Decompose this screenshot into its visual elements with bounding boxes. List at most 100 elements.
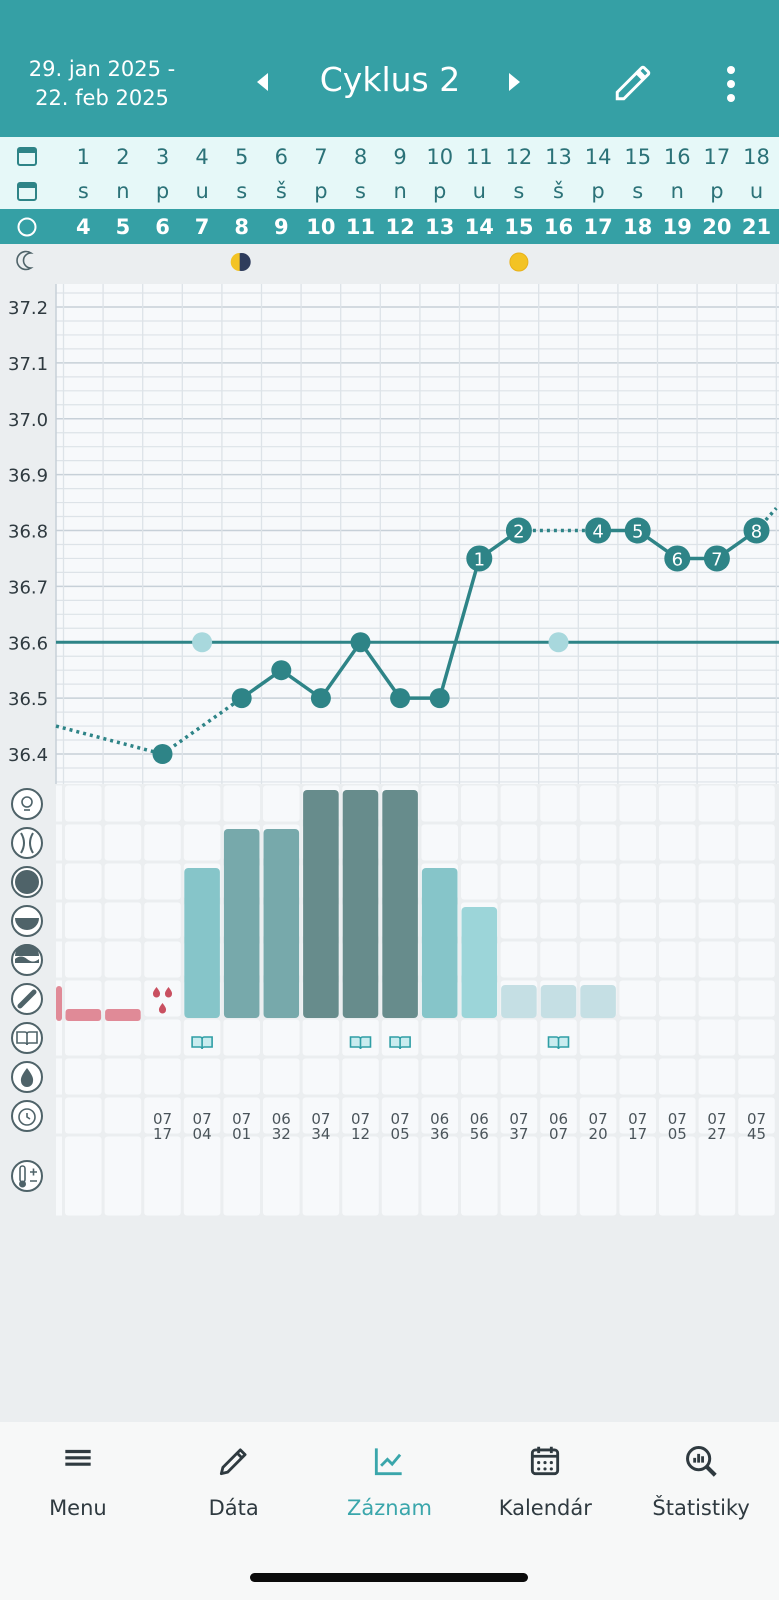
nav-stats[interactable]: Štatistiky (623, 1422, 779, 1532)
nav-record[interactable]: Záznam (312, 1422, 468, 1532)
symptom-cell[interactable] (144, 785, 181, 822)
temp-point-numbered[interactable] (664, 545, 691, 572)
temp-point-numbered[interactable] (624, 517, 651, 544)
symptom-cell[interactable] (619, 1097, 656, 1134)
symptom-cell[interactable] (144, 824, 181, 861)
temp-point[interactable] (152, 744, 173, 764)
mucus-level-bar[interactable] (540, 985, 577, 1018)
symptom-cell[interactable] (500, 941, 538, 978)
symptom-cell[interactable] (183, 1058, 221, 1095)
symptom-cell[interactable] (540, 785, 577, 822)
symptom-cell[interactable] (659, 1019, 696, 1056)
spotting-drop-icon[interactable] (152, 987, 161, 998)
symptom-cell[interactable] (579, 824, 617, 861)
symptom-cell[interactable] (104, 941, 142, 978)
symptom-cell[interactable] (698, 1019, 736, 1056)
symptom-cell[interactable] (302, 1097, 340, 1134)
spotting-drop-icon[interactable] (158, 1003, 167, 1014)
symptom-cell[interactable] (619, 1058, 656, 1095)
symptom-cell[interactable] (104, 902, 142, 939)
symptom-cell[interactable] (738, 1019, 775, 1056)
symptom-cell[interactable] (183, 1097, 221, 1134)
symptom-cell[interactable] (302, 1019, 340, 1056)
symptom-cell[interactable] (263, 1097, 300, 1134)
symptom-cell[interactable] (144, 941, 181, 978)
mucus-level-bar[interactable] (303, 790, 339, 1018)
symptom-cell[interactable] (500, 1136, 538, 1216)
symptom-cell[interactable] (461, 824, 498, 861)
symptom-cell[interactable] (461, 1058, 498, 1095)
symptom-cell[interactable] (698, 1058, 736, 1095)
symptom-cell[interactable] (263, 1136, 300, 1216)
mucus-level-bar[interactable] (263, 829, 300, 1018)
note-book-icon[interactable] (349, 1036, 372, 1050)
symptom-cell[interactable] (619, 941, 656, 978)
symptom-cell[interactable] (738, 785, 775, 822)
symptom-cell[interactable] (144, 1019, 181, 1056)
symptom-cell[interactable] (65, 824, 102, 861)
mucus-level-bar[interactable] (223, 829, 260, 1018)
symptom-cell[interactable] (144, 1058, 181, 1095)
symptom-cell[interactable] (738, 863, 775, 900)
symptom-cell[interactable] (579, 863, 617, 900)
temp-point[interactable] (429, 688, 450, 709)
temp-point-numbered[interactable] (585, 517, 612, 544)
temperature-chart-area[interactable] (56, 284, 779, 784)
symptom-cell[interactable] (738, 824, 775, 861)
symptom-cell[interactable] (500, 1019, 538, 1056)
symptom-cell[interactable] (104, 863, 142, 900)
symptom-cell[interactable] (65, 863, 102, 900)
symptom-cell[interactable] (659, 902, 696, 939)
nav-calendar[interactable]: Kalendár (467, 1422, 623, 1532)
symptom-cell[interactable] (65, 1019, 102, 1056)
symptom-cell[interactable] (738, 941, 775, 978)
symptom-cell[interactable] (223, 1097, 260, 1134)
symptom-cell[interactable] (619, 1136, 656, 1216)
symptom-cell[interactable] (461, 863, 498, 900)
symptom-cell[interactable] (579, 1058, 617, 1095)
mucus-level-bar[interactable] (342, 790, 379, 1018)
symptom-cell[interactable] (500, 863, 538, 900)
mucus-level-bar[interactable] (184, 868, 220, 1018)
mucus-level-bar[interactable] (382, 790, 418, 1018)
symptom-cell[interactable] (342, 1097, 379, 1134)
next-cycle-arrow-icon[interactable] (509, 73, 520, 91)
temp-point[interactable] (390, 688, 411, 709)
symptom-cell[interactable] (579, 1097, 617, 1134)
symptom-cell[interactable] (342, 1058, 379, 1095)
symptom-cell[interactable] (223, 1136, 260, 1216)
symptom-cell[interactable] (223, 1058, 260, 1095)
symptom-cell[interactable] (421, 1058, 458, 1095)
symptom-cell[interactable] (461, 1019, 498, 1056)
symptom-cell[interactable] (144, 1097, 181, 1134)
symptom-cell[interactable] (579, 1019, 617, 1056)
symptom-cell[interactable] (659, 785, 696, 822)
mucus-level-bar[interactable] (580, 985, 616, 1018)
edit-cycle-pencil-icon[interactable] (612, 62, 654, 104)
symptom-cell[interactable] (540, 941, 577, 978)
temp-point-numbered[interactable] (703, 545, 730, 572)
temp-point[interactable] (310, 688, 331, 709)
symptom-cell[interactable] (263, 1019, 300, 1056)
symptom-cell[interactable] (461, 1097, 498, 1134)
symptom-cell[interactable] (65, 1097, 102, 1134)
symptom-cell[interactable] (659, 824, 696, 861)
symptom-cell[interactable] (223, 785, 260, 822)
nav-menu[interactable]: Menu (0, 1422, 156, 1532)
symptom-cell[interactable] (461, 1136, 498, 1216)
bleeding-bar[interactable] (105, 1009, 141, 1021)
note-book-icon[interactable] (191, 1036, 213, 1050)
more-options-icon[interactable] (718, 64, 744, 104)
symptom-cell[interactable] (144, 902, 181, 939)
symptom-cell[interactable] (659, 980, 696, 1017)
symptom-cell[interactable] (104, 824, 142, 861)
symptom-cell[interactable] (698, 980, 736, 1017)
symptom-cell[interactable] (619, 902, 656, 939)
symptom-cell[interactable] (183, 824, 221, 861)
symptom-cell[interactable] (698, 785, 736, 822)
symptom-cell[interactable] (65, 941, 102, 978)
symptom-cell[interactable] (65, 980, 102, 1017)
symptom-cell[interactable] (381, 1097, 419, 1134)
symptom-cell[interactable] (540, 1136, 577, 1216)
bleeding-bar[interactable] (65, 1009, 102, 1021)
